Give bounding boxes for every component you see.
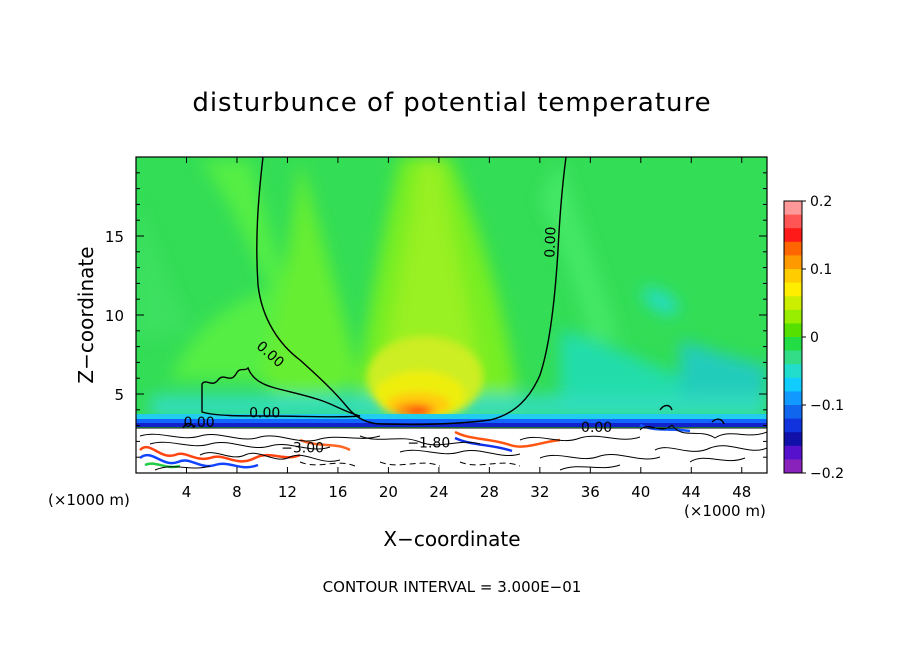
colorbar-tick-label-0: 0.2	[810, 194, 832, 210]
colorbar-swatch-18	[784, 445, 802, 460]
x-axis-label: X−coordinate	[383, 527, 520, 551]
x-tick-label-8: 8	[232, 483, 242, 501]
cold-layer-blue	[136, 419, 767, 424]
x-tick-label-32: 32	[530, 483, 549, 501]
colorbar-swatch-12	[784, 364, 802, 379]
contour-label-1: 0.00	[249, 406, 280, 422]
x-unit-right: (×1000 m)	[684, 502, 766, 520]
colorbar-swatch-4	[784, 255, 802, 270]
x-tick-label-20: 20	[379, 483, 398, 501]
colorbar-swatch-16	[784, 418, 802, 433]
colorbar-tick-label-2: 0	[810, 330, 819, 346]
low-region	[136, 428, 767, 473]
colorbar-swatch-5	[784, 269, 802, 284]
colorbar-tick-label-1: 0.1	[810, 262, 832, 278]
plot-area: 0.000.000.000.000.00−1.80−3.00	[136, 157, 767, 473]
contour-labels: 0.000.000.000.000.00−1.80−3.00	[184, 226, 613, 456]
x-axis: 4 8 12 16 20 24 28 32 36 40 44 48	[182, 157, 751, 501]
cold-layer-cyan	[136, 414, 767, 420]
colorbar-swatch-2	[784, 228, 802, 243]
contour-interval-note: CONTOUR INTERVAL = 3.000E−01	[323, 578, 582, 596]
colorbar-tick-label-3: −0.1	[810, 398, 844, 414]
colorbar-swatch-8	[784, 309, 802, 324]
x-unit-left: (×1000 m)	[48, 491, 130, 509]
colorbar-swatch-10	[784, 337, 802, 352]
colorbar-swatch-1	[784, 214, 802, 229]
zero-contour	[182, 157, 725, 429]
y-axis-label: Z−coordinate	[74, 246, 98, 383]
y-tick-label-5: 5	[114, 386, 124, 404]
colorbar-swatch-7	[784, 296, 802, 311]
colorbar-swatch-3	[784, 241, 802, 256]
x-tick-label-48: 48	[732, 483, 751, 501]
colorbar-swatch-9	[784, 323, 802, 338]
x-tick-label-40: 40	[631, 483, 650, 501]
x-tick-label-4: 4	[182, 483, 192, 501]
y-tick-label-15: 15	[105, 228, 124, 246]
y-axis: 5 10 15	[105, 172, 767, 458]
colorbar-tick-label-4: −0.2	[810, 466, 844, 482]
y-tick-label-10: 10	[105, 307, 124, 325]
colorbar-swatch-13	[784, 377, 802, 392]
surface-contour-lines	[136, 424, 767, 471]
contour-label-6: −3.00	[281, 440, 324, 456]
colorbar-swatch-14	[784, 391, 802, 406]
x-tick-label-44: 44	[682, 483, 701, 501]
colorbar-swatch-19	[784, 459, 802, 474]
contour-label-4: 0.00	[581, 420, 612, 436]
cold-layer-navy	[136, 423, 767, 427]
x-tick-label-28: 28	[480, 483, 499, 501]
colorbar: 0.2 0.1 0 −0.1 −0.2	[783, 194, 844, 482]
warm-plume	[367, 336, 483, 420]
contour-label-5: −1.80	[407, 436, 450, 452]
colorbar-swatch-0	[784, 201, 802, 216]
contour-label-2: 0.00	[184, 415, 215, 431]
colorbar-swatch-11	[784, 350, 802, 365]
chart-title: disturbunce of potential temperature	[192, 88, 711, 118]
x-tick-label-12: 12	[278, 483, 297, 501]
colorbar-swatch-15	[784, 405, 802, 420]
x-tick-label-36: 36	[581, 483, 600, 501]
x-tick-label-24: 24	[429, 483, 448, 501]
contour-label-3: 0.00	[542, 226, 559, 258]
colorbar-swatch-17	[784, 432, 802, 447]
colorbar-swatch-6	[784, 282, 802, 297]
x-tick-label-16: 16	[328, 483, 347, 501]
